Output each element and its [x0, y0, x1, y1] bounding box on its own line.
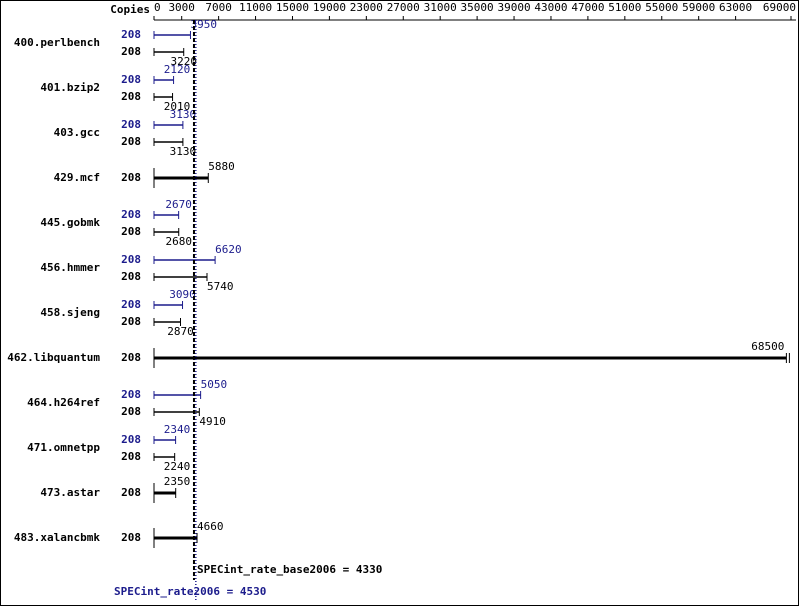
bar	[154, 491, 176, 495]
copies-label: 208	[121, 225, 141, 238]
copies-label: 208	[121, 253, 141, 266]
value-label: 4660	[197, 520, 224, 533]
copies-label: 208	[121, 270, 141, 283]
copies-label: 208	[121, 118, 141, 131]
bar	[154, 439, 176, 441]
category-label: 456.hmmer	[40, 261, 100, 274]
x-tick-label: 51000	[608, 1, 641, 14]
bar	[154, 34, 191, 36]
x-tick-label: 23000	[350, 1, 383, 14]
category-label: 462.libquantum	[7, 351, 100, 364]
category-label: 464.h264ref	[27, 396, 100, 409]
bar	[154, 411, 200, 413]
x-tick-label: 31000	[424, 1, 457, 14]
x-tick-label: 55000	[645, 1, 678, 14]
bar	[154, 51, 184, 53]
copies-label: 208	[121, 208, 141, 221]
copies-label: 208	[121, 171, 141, 184]
copies-label: 208	[121, 298, 141, 311]
value-label: 3950	[190, 18, 217, 31]
x-tick-label: 59000	[682, 1, 715, 14]
value-label: 2680	[165, 235, 192, 248]
copies-label: 208	[121, 486, 141, 499]
bar	[154, 394, 201, 396]
value-label: 4910	[199, 415, 226, 428]
category-label: 471.omnetpp	[27, 441, 100, 454]
bar	[154, 176, 209, 180]
x-tick-label: 3000	[168, 1, 195, 14]
bar	[154, 124, 183, 126]
copies-label: 208	[121, 135, 141, 148]
reference-label: SPECint_rate_base2006 = 4330	[197, 563, 382, 576]
x-tick-label: 11000	[239, 1, 272, 14]
x-tick-label: 27000	[387, 1, 420, 14]
reference-label: SPECint_rate2006 = 4530	[114, 585, 266, 598]
x-tick-label: 35000	[461, 1, 494, 14]
x-tick-label: 47000	[571, 1, 604, 14]
category-label: 445.gobmk	[40, 216, 100, 229]
bar	[154, 96, 173, 98]
bar	[154, 231, 179, 233]
value-label: 5740	[207, 280, 234, 293]
copies-label: 208	[121, 450, 141, 463]
x-tick-label: 0	[154, 1, 161, 14]
bar	[154, 321, 181, 323]
bar	[154, 259, 216, 261]
value-label: 2670	[165, 198, 192, 211]
category-label: 401.bzip2	[40, 81, 100, 94]
value-label: 3130	[170, 108, 197, 121]
copies-label: 208	[121, 433, 141, 446]
category-label: 483.xalancbmk	[14, 531, 100, 544]
category-label: 458.sjeng	[40, 306, 100, 319]
bar	[154, 356, 787, 360]
category-label: 403.gcc	[54, 126, 100, 139]
copies-label: 208	[121, 315, 141, 328]
x-tick-label: 63000	[719, 1, 752, 14]
value-label: 3220	[170, 55, 197, 68]
x-tick-label: 39000	[497, 1, 530, 14]
copies-label: 208	[121, 531, 141, 544]
value-label: 5880	[208, 160, 235, 173]
x-tick-label: 7000	[205, 1, 232, 14]
bar	[154, 141, 183, 143]
value-label: 3130	[170, 145, 197, 158]
category-label: 429.mcf	[54, 171, 100, 184]
copies-label: 208	[121, 388, 141, 401]
value-label: 6620	[215, 243, 242, 256]
bar	[154, 304, 183, 306]
value-label: 2010	[164, 100, 191, 113]
x-tick-label: 43000	[534, 1, 567, 14]
category-label: 473.astar	[40, 486, 100, 499]
value-label: 68500	[751, 340, 784, 353]
bar	[154, 536, 198, 540]
copies-header: Copies	[110, 3, 150, 16]
bar	[154, 456, 175, 458]
x-tick-label: 19000	[313, 1, 346, 14]
value-label: 3090	[169, 288, 196, 301]
bar	[154, 276, 207, 278]
copies-label: 208	[121, 45, 141, 58]
x-tick-label: 69000	[763, 1, 796, 14]
value-label: 5050	[201, 378, 228, 391]
copies-label: 208	[121, 405, 141, 418]
value-label: 2350	[164, 475, 191, 488]
category-label: 400.perlbench	[14, 36, 100, 49]
value-label: 2340	[164, 423, 191, 436]
copies-label: 208	[121, 28, 141, 41]
copies-label: 208	[121, 73, 141, 86]
value-label: 2870	[167, 325, 194, 338]
copies-label: 208	[121, 351, 141, 364]
x-tick-label: 15000	[276, 1, 309, 14]
bar	[154, 79, 174, 81]
copies-label: 208	[121, 90, 141, 103]
value-label: 2240	[164, 460, 191, 473]
value-label: 2120	[164, 63, 191, 76]
bar	[154, 214, 179, 216]
